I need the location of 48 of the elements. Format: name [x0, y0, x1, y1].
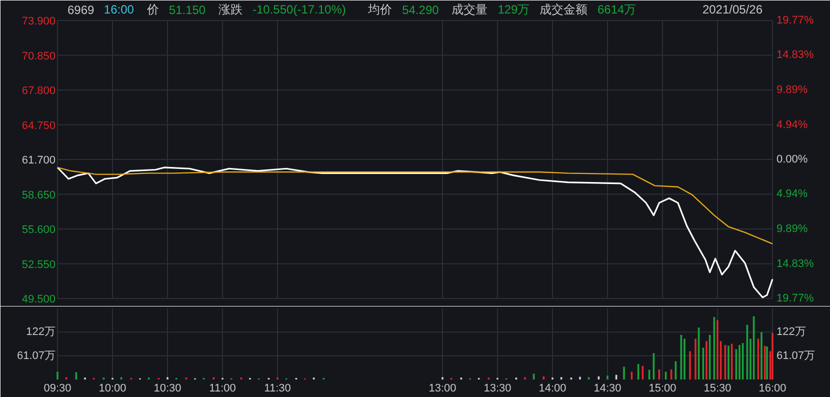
- line-series: [56, 166, 774, 244]
- y2-tick-label: 14.83%: [776, 258, 814, 270]
- text: 54.290: [402, 3, 440, 17]
- x-tick-label: 14:30: [594, 382, 622, 394]
- x-tick-label: 13:00: [428, 382, 456, 394]
- text: 129万: [498, 2, 530, 16]
- x-tick-label: 11:30: [264, 382, 291, 394]
- y-tick-label: 64.750: [22, 120, 56, 132]
- x-tick-label: 09:30: [44, 382, 72, 394]
- y2-tick-label: 14.83%: [776, 49, 814, 62]
- text: 涨跌: [218, 2, 242, 16]
- text: 成交金额: [540, 2, 588, 16]
- y-tick-label: 61.700: [22, 154, 56, 166]
- chart-subtitle: 16:00: [104, 2, 134, 16]
- y2-tick-label: 4.94%: [776, 188, 808, 200]
- x-tick-label: 16:00: [758, 382, 786, 394]
- text: 价: [146, 2, 159, 16]
- x-tick-label: 11:00: [209, 382, 236, 394]
- y-tick-label: 58.650: [22, 189, 56, 202]
- chart-title: 6969: [68, 3, 95, 17]
- y-tick-label: 61.07万: [16, 350, 56, 362]
- y-tick-label: 70.850: [22, 50, 56, 62]
- text: 61.07万: [776, 350, 816, 362]
- text: 6614万: [598, 2, 636, 16]
- text: 成交量: [452, 2, 488, 16]
- text: 均价: [367, 2, 392, 16]
- y2-tick-label: 19.77%: [776, 14, 814, 26]
- y-tick-label: 67.800: [22, 85, 56, 97]
- x-tick-label: 15:00: [648, 382, 676, 394]
- y-tick-label: 73.900: [22, 16, 56, 28]
- y-tick-label: 49.500: [22, 294, 56, 306]
- text: 122万: [776, 326, 806, 338]
- text: 51.150: [168, 3, 206, 17]
- y2-tick-label: 19.77%: [776, 292, 814, 304]
- x-tick-label: 10:00: [98, 382, 126, 394]
- x-tick-label: 10:30: [154, 382, 182, 394]
- y2-tick-label: 4.94%: [776, 118, 808, 131]
- y-tick-label: 55.600: [22, 224, 56, 236]
- y2-tick-label: 9.89%: [776, 84, 808, 96]
- y2-tick-label: 9.89%: [776, 223, 808, 236]
- x-tick-label: 14:00: [538, 382, 566, 394]
- x-tick-label: 13:30: [484, 382, 512, 394]
- x-tick-label: 15:30: [704, 382, 732, 394]
- y2-tick-label: 0.00%: [776, 154, 808, 166]
- text: -10.550(-17.10%): [252, 2, 346, 16]
- text: 2021/05/26: [702, 2, 763, 16]
- y-tick-label: 52.550: [22, 258, 56, 271]
- y-tick-label: 122万: [26, 326, 56, 338]
